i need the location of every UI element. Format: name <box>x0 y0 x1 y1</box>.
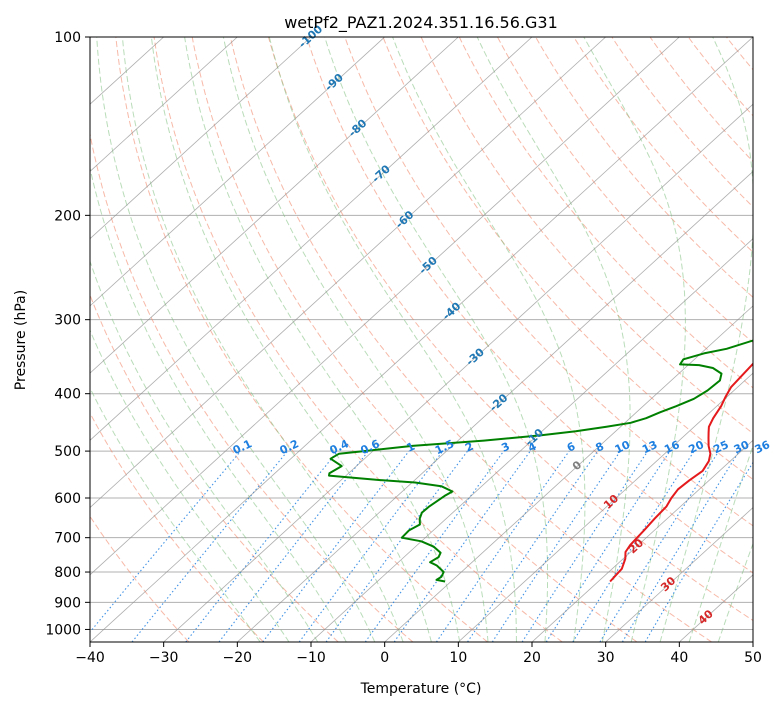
x-tick-label: 20 <box>523 650 541 666</box>
moist-adiabat <box>121 37 404 642</box>
x-tick-label: −20 <box>223 650 253 666</box>
y-tick-label: 200 <box>54 208 81 224</box>
mixing-ratio-label: 16 <box>662 438 682 456</box>
moist-adiabat <box>184 37 461 642</box>
moist-adiabat <box>583 37 686 642</box>
moist-adiabat <box>150 37 432 642</box>
x-tick-label: −40 <box>75 650 105 666</box>
dry-adiabat <box>458 37 753 389</box>
moist-adiabat <box>90 259 319 642</box>
sounding-traces <box>328 339 753 583</box>
moist-adiabat <box>90 328 290 642</box>
isotherm-line <box>163 103 753 642</box>
dry-adiabat <box>420 37 753 435</box>
isotherm-line <box>384 305 753 642</box>
isotherm-line <box>90 37 312 240</box>
x-tick-label: 0 <box>380 650 389 666</box>
moist-adiabat <box>90 387 261 642</box>
dry-adiabat <box>344 37 753 527</box>
mixing-ratio-line <box>364 450 505 642</box>
dry-adiabat <box>90 412 264 642</box>
mixing-ratio-line <box>572 450 695 642</box>
dry-adiabat <box>191 37 638 642</box>
isotherm-line <box>90 37 238 172</box>
moist-adiabat <box>268 37 517 642</box>
isotherm-line <box>90 37 606 509</box>
isotherm-line <box>531 439 753 642</box>
temperature-trace <box>609 362 753 583</box>
isotherm-line <box>90 37 533 441</box>
mixing-ratio-line <box>545 450 671 642</box>
mixing-ratio-label: 10 <box>613 438 633 456</box>
mixing-ratio-line <box>325 450 468 642</box>
chart-title: wetPf2_PAZ1.2024.351.16.56.G31 <box>284 13 558 33</box>
y-tick-label: 900 <box>54 595 81 611</box>
dry-adiabat <box>90 515 190 642</box>
y-tick-label: 300 <box>54 313 81 329</box>
isotherm-line <box>90 37 680 576</box>
moist-adiabat <box>90 165 347 642</box>
dry-adiabat <box>496 37 753 344</box>
y-axis-label: Pressure (hPa) <box>13 290 29 390</box>
mixing-ratio-line <box>262 450 410 642</box>
x-tick-label: 40 <box>670 650 688 666</box>
y-tick-label: 700 <box>54 531 81 547</box>
dry-adiabat <box>268 37 753 622</box>
x-tick-label: 30 <box>597 650 615 666</box>
mixing-ratio-label: 36 <box>753 438 773 456</box>
moist-adiabat <box>96 37 376 642</box>
mixing-ratio-line <box>491 450 621 642</box>
y-tick-label: 600 <box>54 491 81 507</box>
isotherm-line <box>90 37 459 374</box>
dry-adiabats <box>90 37 753 642</box>
mixing-ratio-label: 30 <box>732 438 752 456</box>
isotherm-line <box>458 372 753 642</box>
x-tick-label: 10 <box>449 650 467 666</box>
mixing-ratio-label: 13 <box>640 438 659 456</box>
mixing-ratio-line <box>467 450 599 642</box>
mixing-ratio-label: 20 <box>687 438 707 456</box>
y-tick-label: 800 <box>54 565 81 581</box>
dry-adiabat <box>306 37 753 574</box>
y-tick-label: 400 <box>54 387 81 403</box>
x-tick-label: −30 <box>149 650 179 666</box>
mixing-ratio-line <box>131 450 289 642</box>
mixing-ratio-line <box>298 450 444 642</box>
x-tick-label: −10 <box>296 650 326 666</box>
y-tick-label: 500 <box>54 444 81 460</box>
mixing-ratio-line <box>521 450 649 642</box>
moist-adiabat <box>659 37 753 642</box>
moist-adiabat <box>324 37 549 642</box>
moist-adiabats <box>90 37 753 642</box>
isotherm-line <box>237 170 753 642</box>
mixing-ratio-line <box>435 450 570 642</box>
dry-adiabat <box>535 37 753 298</box>
isotherm-line <box>605 507 753 642</box>
mixing-ratio-label: 25 <box>711 438 730 456</box>
y-tick-label: 1000 <box>45 622 81 638</box>
isotherm-line <box>90 37 385 307</box>
dry-adiabat <box>90 131 414 642</box>
mixing-ratio-line <box>185 450 339 642</box>
moist-adiabat <box>688 444 753 642</box>
mixing-ratio-line <box>90 450 242 633</box>
moist-adiabat <box>392 37 586 642</box>
dry-adiabat <box>153 37 563 642</box>
plot-frame <box>89 36 754 643</box>
isotherm-line <box>90 37 753 642</box>
x-axis-label: Temperature (°C) <box>360 681 482 697</box>
x-tick-label: 50 <box>744 650 762 666</box>
moist-adiabat <box>476 37 631 642</box>
mixing-ratio-line <box>621 450 740 642</box>
y-axis: 100 200 300 400 500 600 700 800 900 1000 <box>45 30 90 638</box>
dry-adiabat <box>382 37 753 481</box>
dry-adiabat <box>229 37 712 642</box>
y-tick-label: 100 <box>54 30 81 46</box>
x-axis: −40 −30 −20 −10 0 10 20 30 40 50 <box>75 642 762 666</box>
dewpoint-trace <box>328 339 753 583</box>
